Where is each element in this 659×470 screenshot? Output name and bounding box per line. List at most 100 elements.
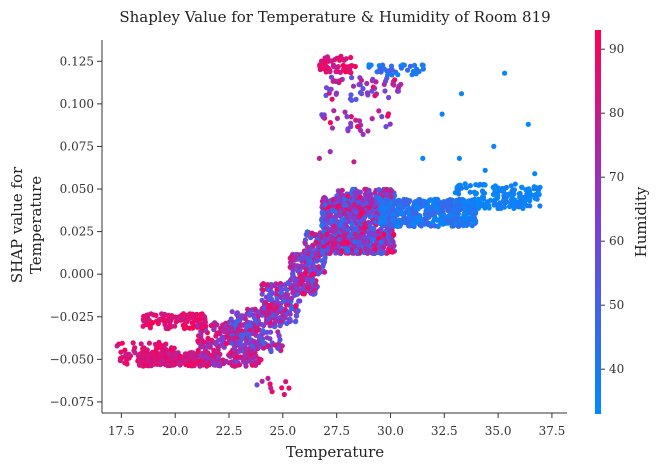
data-point xyxy=(342,109,348,115)
data-point xyxy=(418,217,424,223)
data-point xyxy=(371,232,377,238)
data-point xyxy=(349,221,355,227)
data-point xyxy=(123,351,129,357)
data-point xyxy=(386,207,392,213)
data-point xyxy=(411,62,418,68)
data-point xyxy=(259,291,265,297)
data-point xyxy=(293,303,299,309)
data-point xyxy=(152,341,158,347)
data-point xyxy=(448,218,455,224)
colorbar-label: Humidity xyxy=(632,186,650,257)
data-point xyxy=(534,196,540,202)
data-point xyxy=(407,63,413,69)
data-point xyxy=(197,321,203,327)
data-point xyxy=(170,362,176,368)
data-point xyxy=(527,198,533,204)
x-tick-label: 22.5 xyxy=(216,424,243,438)
data-point xyxy=(384,201,390,208)
data-point xyxy=(430,202,436,208)
data-point xyxy=(177,314,183,320)
data-point xyxy=(321,243,327,249)
data-point xyxy=(167,318,173,324)
data-point xyxy=(420,66,426,72)
data-point xyxy=(491,143,497,149)
data-point xyxy=(319,234,325,240)
colorbar xyxy=(595,30,601,414)
data-point xyxy=(249,362,255,368)
data-point xyxy=(434,205,440,211)
data-point xyxy=(431,210,437,216)
data-point xyxy=(158,350,164,356)
data-point xyxy=(313,281,319,288)
data-point xyxy=(324,54,331,60)
y-tick-label: 0.050 xyxy=(60,182,94,196)
data-point xyxy=(235,326,241,332)
data-point xyxy=(495,202,501,209)
data-point xyxy=(313,232,319,238)
data-point xyxy=(322,259,328,265)
data-point xyxy=(260,328,266,334)
x-tick-label: 35.0 xyxy=(485,424,512,438)
data-point xyxy=(387,223,393,229)
data-point xyxy=(469,206,476,212)
data-point xyxy=(141,345,147,351)
data-point xyxy=(344,114,350,120)
data-point xyxy=(305,285,311,291)
data-point xyxy=(264,282,271,288)
data-point xyxy=(279,343,285,349)
data-point xyxy=(466,219,472,225)
x-tick-label: 30.0 xyxy=(377,424,404,438)
data-point xyxy=(441,203,448,209)
data-point xyxy=(237,354,243,360)
data-point xyxy=(210,361,216,367)
data-point xyxy=(324,247,330,253)
data-point xyxy=(409,72,415,78)
data-point xyxy=(201,314,207,320)
data-point xyxy=(141,318,147,324)
data-point xyxy=(410,209,416,215)
data-point xyxy=(328,74,335,80)
data-point xyxy=(260,309,266,315)
data-point xyxy=(440,208,446,214)
data-point xyxy=(200,362,206,368)
data-point xyxy=(439,111,445,117)
data-point xyxy=(440,221,446,227)
data-point xyxy=(148,363,154,369)
data-point xyxy=(363,200,369,206)
data-point xyxy=(132,345,138,351)
data-point xyxy=(345,193,351,199)
data-point xyxy=(525,121,531,127)
data-point xyxy=(475,201,481,208)
data-point xyxy=(340,240,346,246)
data-point xyxy=(336,236,342,243)
data-point xyxy=(313,239,319,245)
data-point xyxy=(522,197,528,203)
data-point xyxy=(364,90,370,96)
data-point xyxy=(172,323,178,329)
data-point xyxy=(355,123,361,130)
data-point xyxy=(350,250,356,256)
data-point xyxy=(376,248,382,255)
data-point xyxy=(213,341,219,347)
data-point xyxy=(364,80,370,87)
data-point xyxy=(249,348,255,354)
data-point xyxy=(460,204,466,210)
data-point xyxy=(352,194,358,200)
data-point xyxy=(356,118,363,124)
data-point xyxy=(163,319,169,325)
data-point xyxy=(262,300,269,306)
data-point xyxy=(329,125,335,131)
data-point xyxy=(358,127,364,134)
data-point xyxy=(333,69,339,75)
data-point xyxy=(351,244,357,250)
y-tick-label: 0.000 xyxy=(60,267,94,281)
data-point xyxy=(323,238,329,244)
data-point xyxy=(372,190,378,196)
data-point xyxy=(292,319,299,325)
data-point xyxy=(355,239,361,245)
data-point xyxy=(202,319,208,325)
data-point xyxy=(278,318,284,324)
data-point xyxy=(346,233,352,239)
data-point xyxy=(229,309,235,315)
